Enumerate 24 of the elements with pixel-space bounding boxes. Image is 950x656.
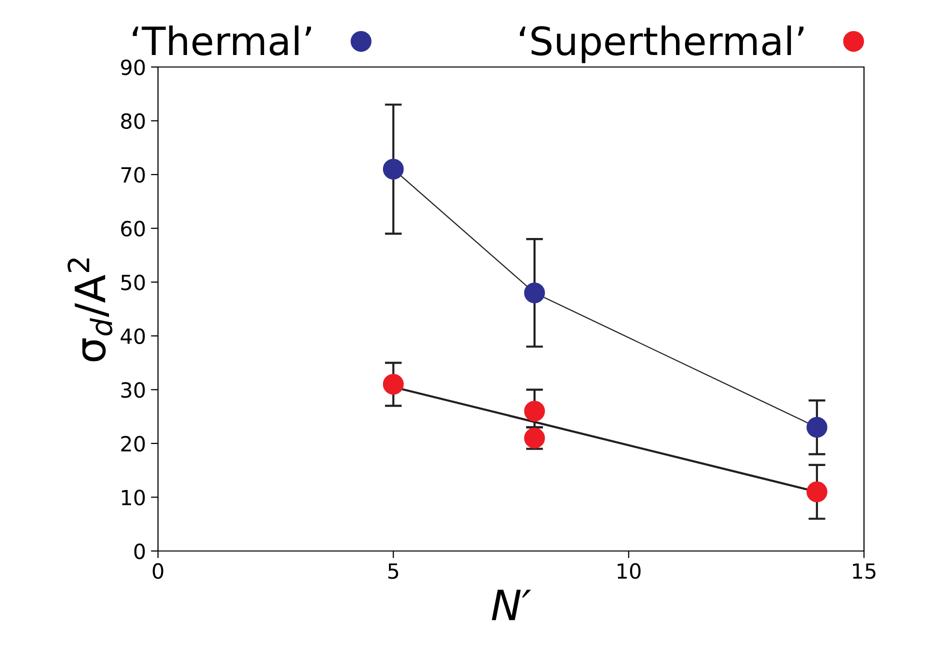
x-tick-label: 10 [618, 563, 641, 579]
y-tick-label: 50 [121, 274, 145, 290]
x-tick-label: 0 [152, 563, 164, 579]
y-axis-title: σ$_{d}$/A$^{2}$ [68, 258, 112, 362]
y-tick-label: 20 [121, 436, 145, 452]
point [806, 481, 828, 502]
point [524, 282, 545, 304]
y-tick-label: 10 [122, 490, 145, 506]
y-tick-label: 30 [121, 382, 145, 398]
legend-label: ‘Thermal’ [132, 25, 311, 56]
point [382, 158, 404, 180]
y-tick-label: 80 [121, 113, 145, 129]
point [382, 374, 404, 395]
x-axis-title: N′ [492, 590, 532, 620]
x-tick-label: 15 [853, 563, 876, 579]
y-tick-label: 90 [120, 59, 145, 76]
point [524, 400, 545, 422]
x-tick-label: 5 [388, 563, 398, 579]
y-tick-label: 70 [121, 167, 145, 183]
y-tick-label: 40 [120, 328, 145, 344]
point [806, 416, 828, 438]
legend-label: ‘Superthermal’ [520, 25, 804, 64]
y-tick-label: 0 [134, 543, 145, 560]
y-tick-label: 60 [121, 220, 145, 237]
